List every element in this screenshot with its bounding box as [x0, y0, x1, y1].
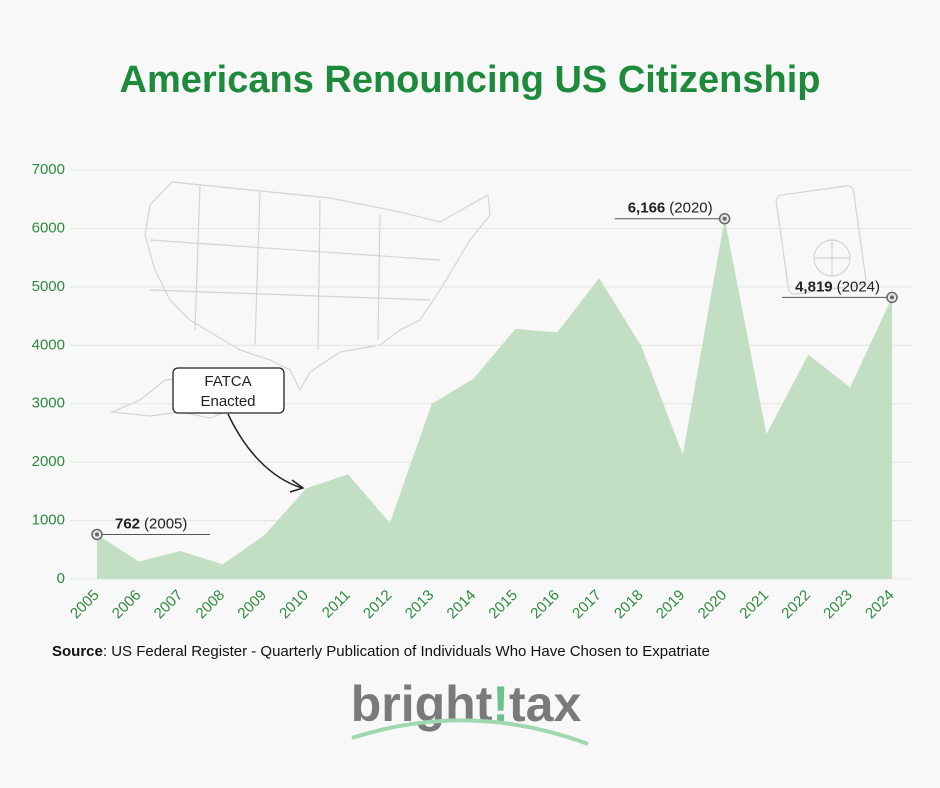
annotation-label: 4,819 (2024) — [795, 278, 880, 295]
y-tick-label: 4000 — [32, 336, 65, 353]
annotation-value: 6,166 — [628, 200, 666, 217]
annotation-year: (2020) — [669, 200, 712, 217]
chart-title: Americans Renouncing US Citizenship — [120, 59, 821, 101]
y-tick-label: 5000 — [32, 278, 65, 295]
logo-arc — [351, 718, 589, 746]
logo: bright!tax — [351, 676, 582, 732]
annotation-value: 4,819 — [795, 278, 833, 295]
annotation-year: (2005) — [144, 515, 187, 532]
callout-arrow — [227, 413, 303, 489]
annotation: 4,819 (2024) — [782, 278, 898, 304]
area — [97, 218, 892, 579]
callout-text: Enacted — [200, 393, 255, 410]
y-tick-label: 7000 — [32, 161, 65, 178]
point-marker-dot — [95, 532, 99, 537]
callout-arrowhead — [289, 479, 305, 493]
logo-part: ! — [492, 676, 509, 732]
logo-part: tax — [509, 676, 581, 732]
y-tick-label: 0 — [57, 570, 65, 587]
source-label: Source — [52, 643, 103, 660]
y-tick-label: 1000 — [32, 512, 65, 529]
annotation-label: 6,166 (2020) — [628, 200, 713, 217]
passport-decoration — [775, 185, 867, 295]
y-tick-label: 3000 — [32, 395, 65, 412]
callout-box — [172, 367, 285, 414]
fatca-callout: FATCA Enacted — [172, 367, 305, 493]
point-marker-dot — [722, 216, 727, 221]
annotation: 762 (2005) — [91, 515, 210, 541]
y-tick-label: 2000 — [32, 453, 65, 470]
annotation-value: 762 — [115, 515, 140, 532]
source: Source: US Federal Register - Quarterly … — [52, 643, 710, 660]
point-marker-dot — [890, 295, 894, 300]
annotation-year: (2024) — [837, 278, 880, 295]
callout-text: FATCA — [204, 373, 251, 390]
annotation-label: 762 (2005) — [115, 515, 187, 532]
annotation: 6,166 (2020) — [614, 200, 731, 225]
y-tick-label: 6000 — [32, 219, 65, 236]
source-text: : US Federal Register - Quarterly Public… — [103, 643, 710, 660]
